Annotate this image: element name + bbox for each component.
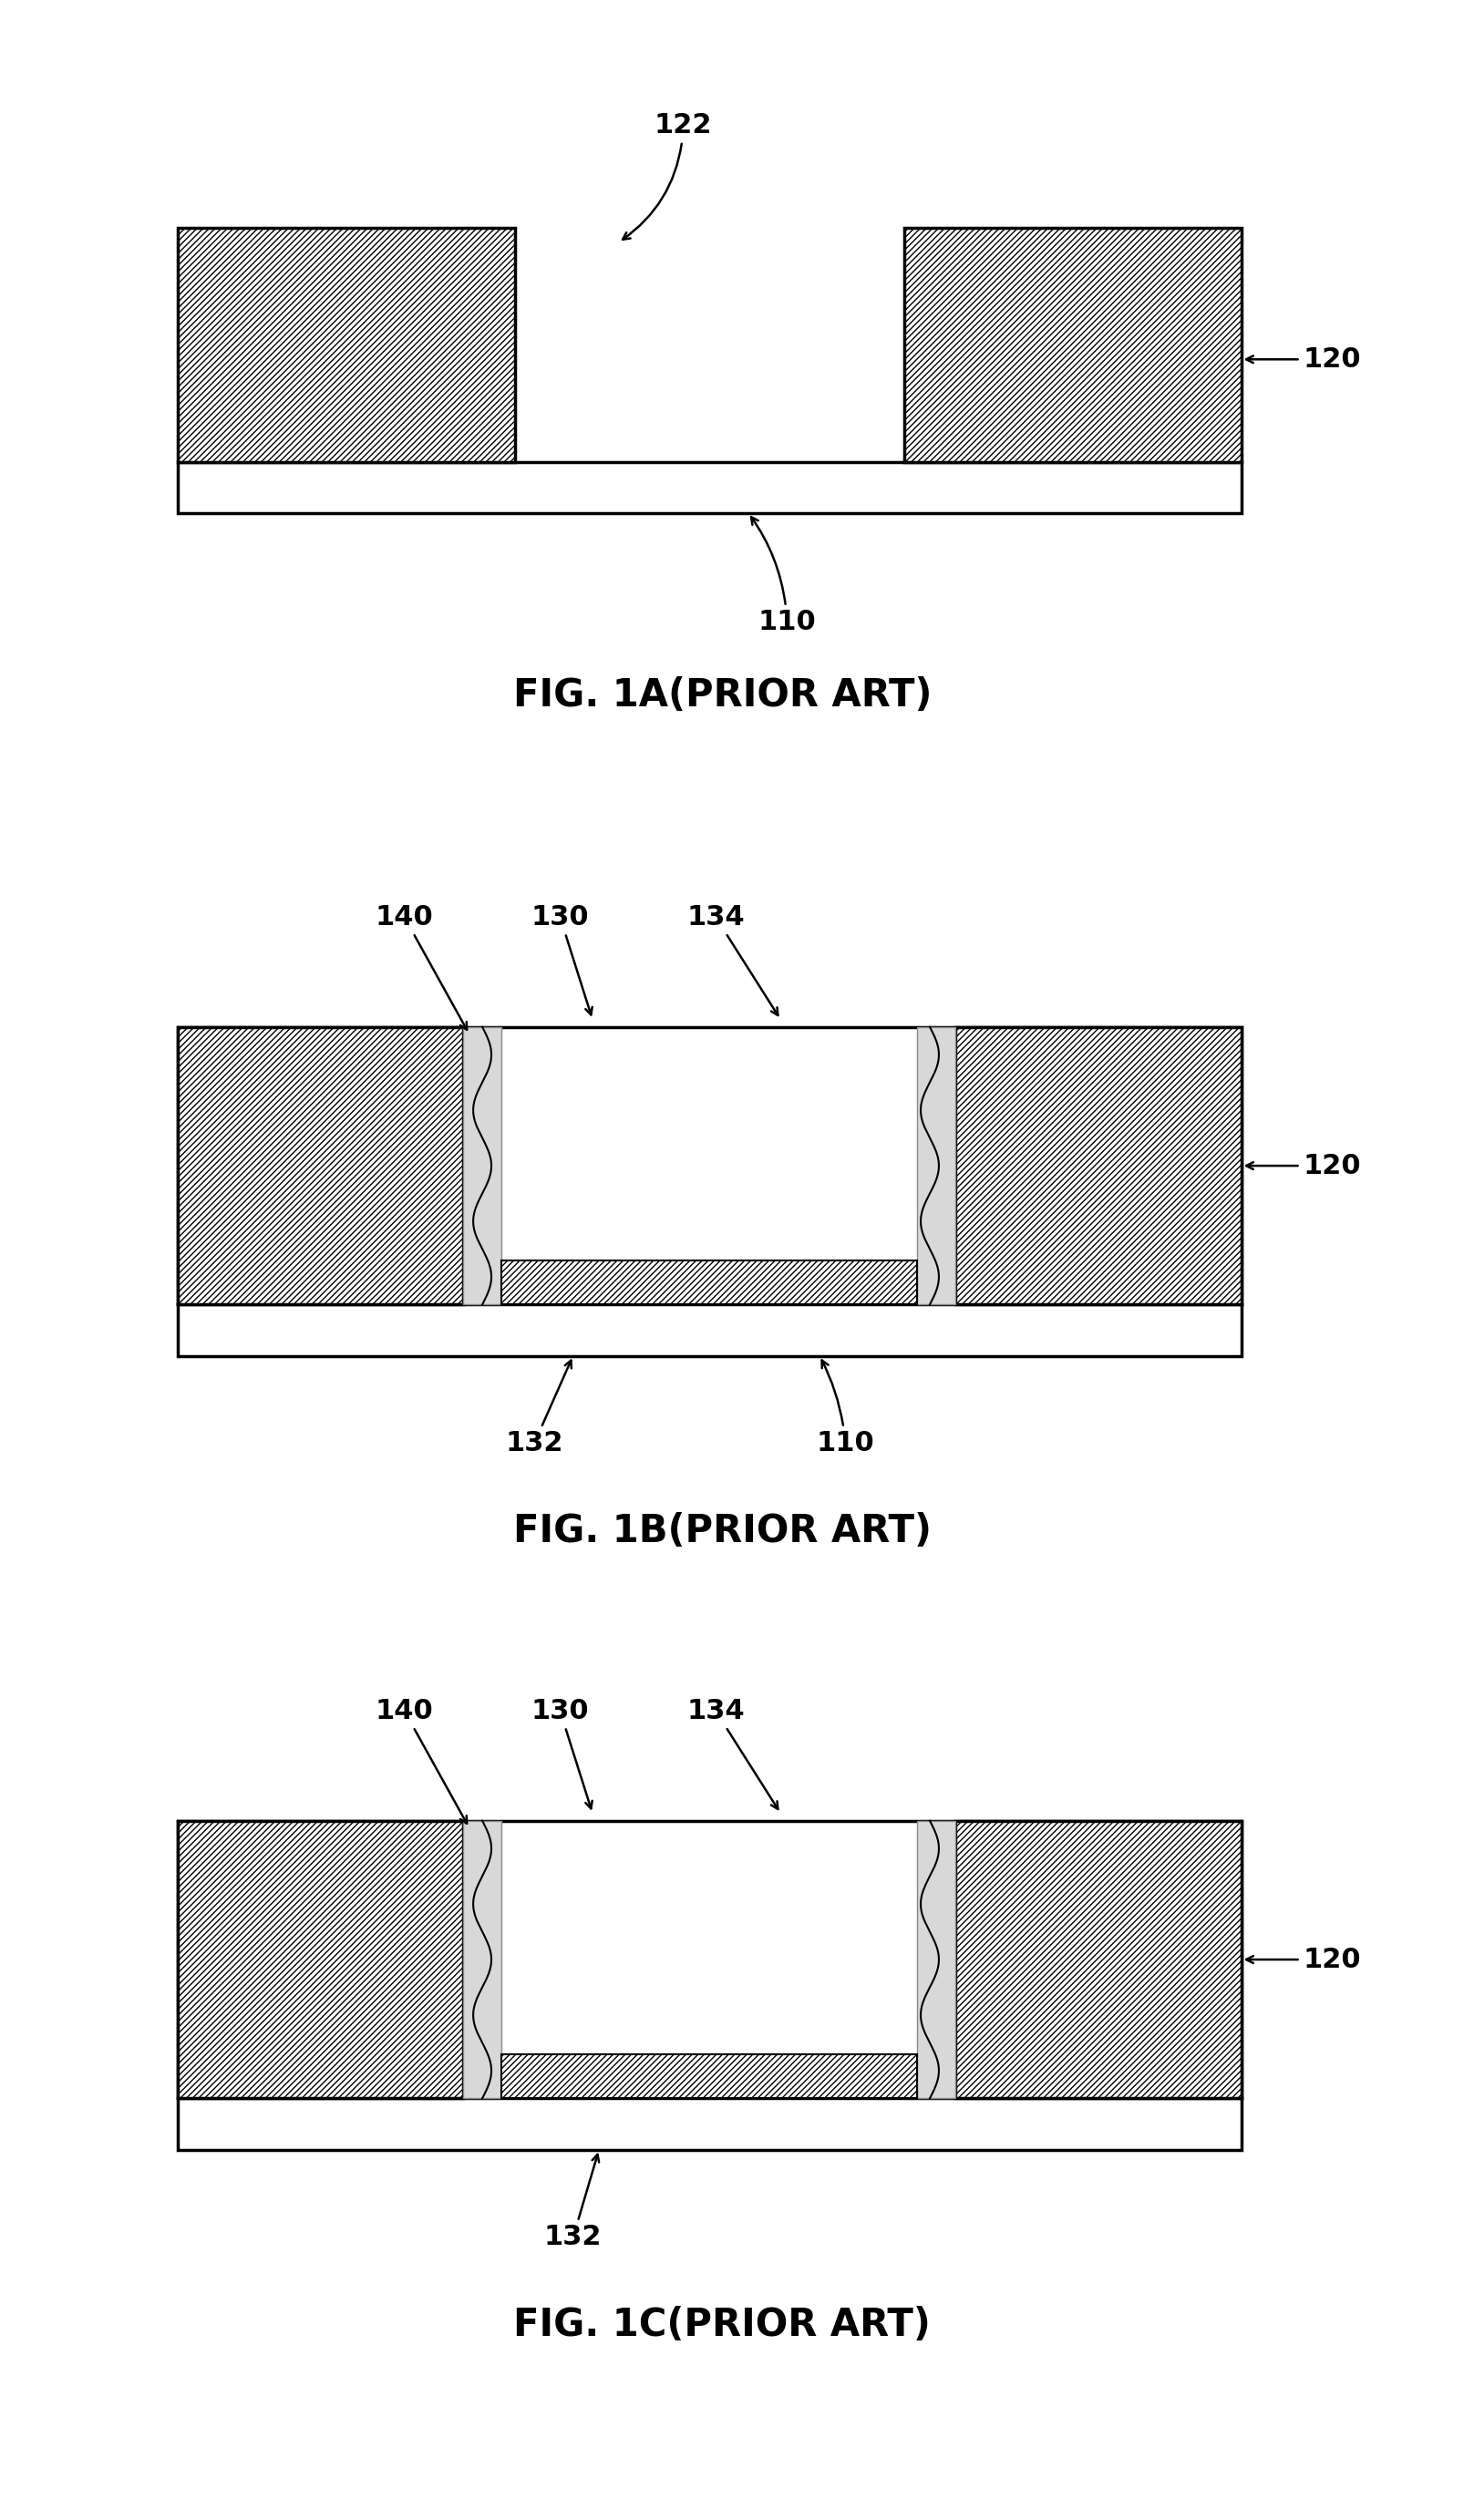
- Bar: [463, 1819, 501, 2099]
- Bar: [177, 1819, 1241, 2099]
- Text: 110: 110: [817, 1361, 874, 1457]
- Bar: [177, 2099, 1241, 2150]
- Text: 134: 134: [687, 905, 778, 1016]
- Text: 132: 132: [506, 1361, 572, 1457]
- Bar: [917, 1819, 955, 2099]
- Text: 140: 140: [376, 1698, 467, 1824]
- Text: 122: 122: [622, 113, 712, 239]
- Bar: [501, 1260, 917, 1305]
- Bar: [177, 461, 1241, 514]
- Bar: [955, 1819, 1241, 2099]
- Text: FIG. 1B(PRIOR ART): FIG. 1B(PRIOR ART): [513, 1512, 932, 1550]
- Text: 132: 132: [544, 2155, 601, 2250]
- Text: 130: 130: [531, 1698, 593, 1809]
- Text: FIG. 1C(PRIOR ART): FIG. 1C(PRIOR ART): [513, 2306, 932, 2344]
- Bar: [177, 1305, 1241, 1356]
- Text: 130: 130: [531, 905, 593, 1016]
- Text: 120: 120: [1246, 1945, 1361, 1973]
- Text: FIG. 1A(PRIOR ART): FIG. 1A(PRIOR ART): [513, 675, 932, 716]
- Bar: [177, 227, 514, 461]
- Text: 120: 120: [1246, 1152, 1361, 1179]
- Bar: [177, 1819, 463, 2099]
- Text: 120: 120: [1246, 345, 1361, 373]
- Bar: [501, 2054, 917, 2099]
- Bar: [177, 1028, 1241, 1305]
- Text: 134: 134: [687, 1698, 778, 1809]
- Bar: [917, 1028, 955, 1305]
- Text: 110: 110: [752, 517, 817, 635]
- Text: 140: 140: [376, 905, 467, 1031]
- Bar: [177, 1028, 463, 1305]
- Bar: [955, 1028, 1241, 1305]
- Bar: [904, 227, 1241, 461]
- Bar: [463, 1028, 501, 1305]
